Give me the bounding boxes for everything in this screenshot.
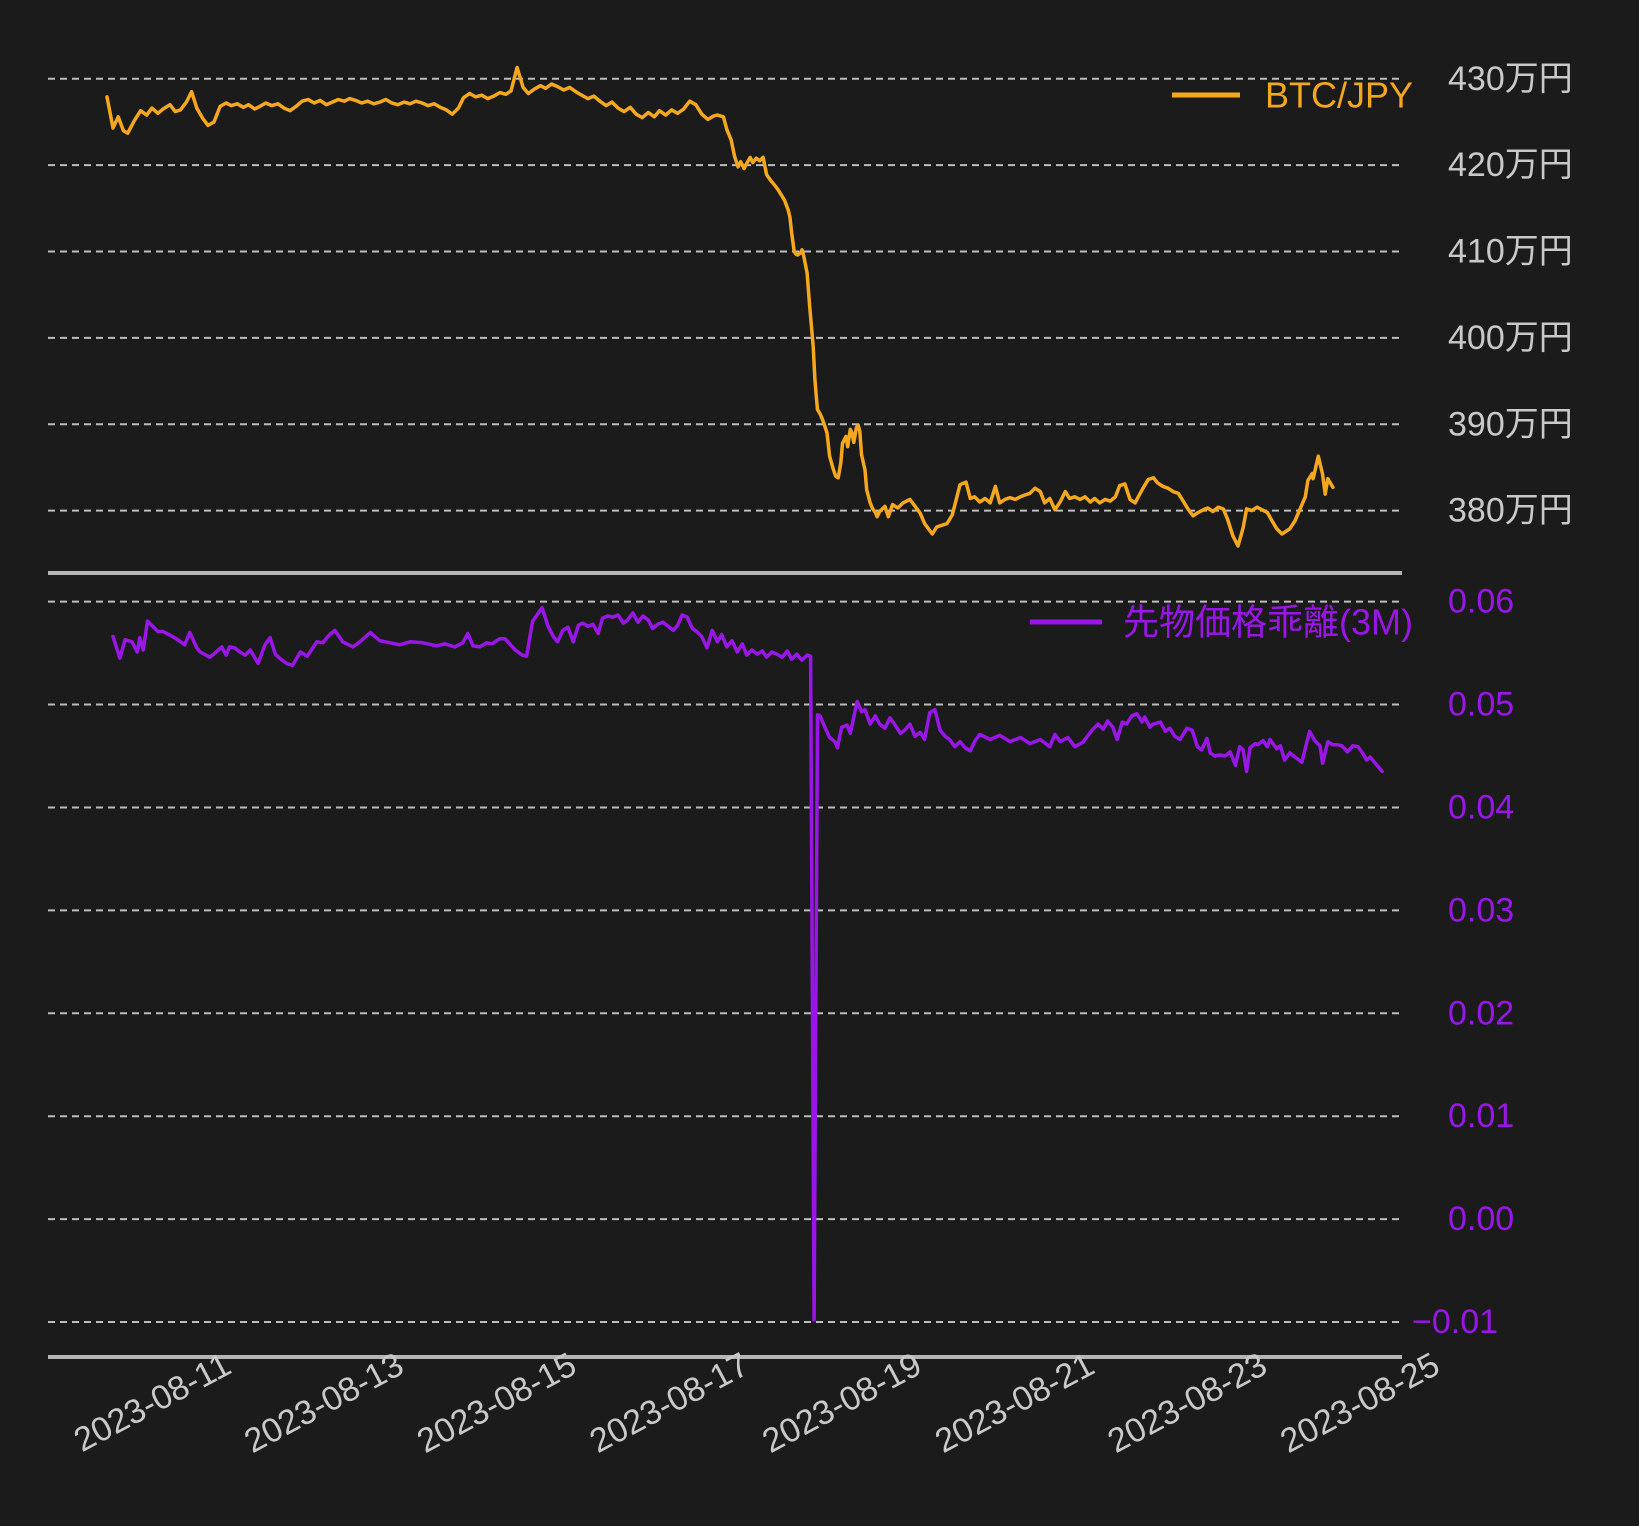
y-tick-label-futures-basis-0.03: 0.03: [1448, 891, 1514, 929]
plot-area-deviation[interactable]: [48, 580, 1402, 1356]
gridlines-layer: [48, 77, 1402, 1324]
y-tick-label-futures-basis-0: 0.00: [1448, 1200, 1514, 1238]
y-tick-label-futures-basis-0.06: 0.06: [1448, 583, 1514, 621]
x-tick-label-2023-08-19: 2023-08-19: [756, 1346, 927, 1461]
y-tick-label-futures-basis-0.02: 0.02: [1448, 994, 1514, 1032]
futures-basis-legend-label: 先物価格乖離(3M): [1123, 602, 1413, 643]
y-tick-label-price-410: 410万円: [1448, 233, 1573, 271]
y-tick-label-price-380: 380万円: [1448, 492, 1573, 530]
btc-jpy-legend-label: BTC/JPY: [1265, 75, 1413, 116]
y-tick-label-price-390: 390万円: [1448, 405, 1573, 443]
legend-item-futures-basis[interactable]: 先物価格乖離(3M): [1030, 602, 1413, 643]
y-tick-label-price-430: 430万円: [1448, 60, 1573, 98]
y-tick-label-futures-basis-0.01: 0.01: [1448, 1097, 1514, 1135]
series-line-futures-basis: [111, 606, 1384, 1322]
x-tick-label-2023-08-25: 2023-08-25: [1274, 1346, 1445, 1461]
x-tick-label-2023-08-13: 2023-08-13: [238, 1346, 409, 1461]
series-line-price: [105, 65, 1335, 548]
x-tick-label-2023-08-11: 2023-08-11: [68, 1346, 237, 1460]
series-layer: [105, 65, 1384, 1322]
y-tick-label-price-400: 400万円: [1448, 319, 1573, 357]
y-tick-label-futures-basis--0.01: −0.01: [1412, 1303, 1498, 1341]
y-tick-label-price-420: 420万円: [1448, 146, 1573, 184]
x-tick-label-2023-08-21: 2023-08-21: [929, 1346, 1100, 1461]
x-tick-label-2023-08-15: 2023-08-15: [411, 1346, 582, 1461]
x-tick-label-2023-08-23: 2023-08-23: [1102, 1346, 1273, 1461]
legend-item-btc-jpy[interactable]: BTC/JPY: [1172, 75, 1413, 116]
y-tick-label-futures-basis-0.04: 0.04: [1448, 788, 1514, 826]
x-tick-label-2023-08-17: 2023-08-17: [584, 1346, 755, 1461]
x-tick-labels-layer: 2023-08-11 2023-08-13 2023-08-15 2023-08-17…: [68, 1346, 1446, 1461]
y-tick-label-futures-basis-0.05: 0.05: [1448, 686, 1514, 724]
y-tick-labels-layer: 430万円 420万円 410万円 400万円 390万円 380万円 0.06 0.05 0.…: [1412, 60, 1573, 1341]
